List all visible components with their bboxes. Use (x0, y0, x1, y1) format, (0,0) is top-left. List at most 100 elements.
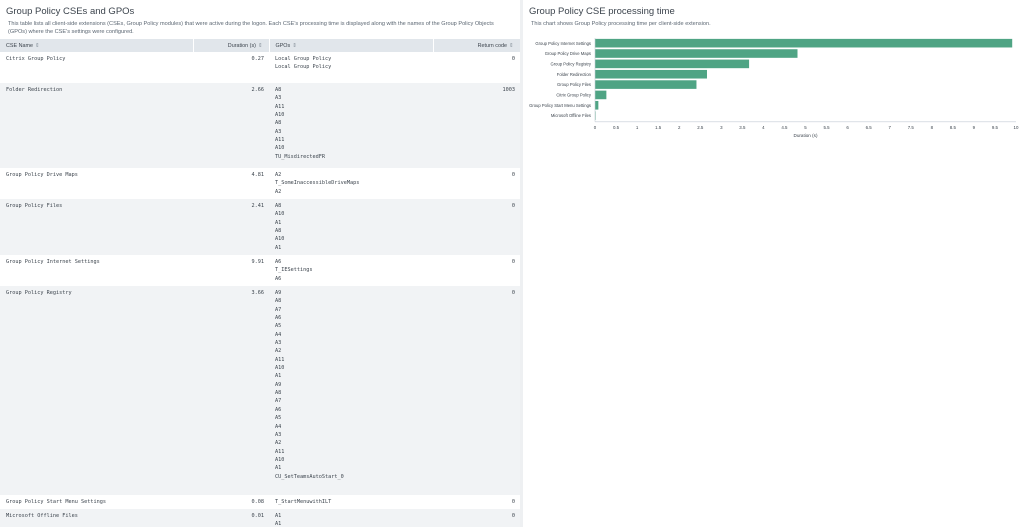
bar[interactable] (595, 59, 750, 69)
gpo-name: A2 (275, 172, 282, 178)
category-label: Group Policy Drive Maps (545, 51, 591, 56)
cse-name-cell: Microsoft Offline Files (0, 509, 193, 527)
x-tick-label: 5.5 (823, 125, 830, 130)
gpo-name: A4 (275, 331, 282, 338)
return-code-cell: 0 (433, 509, 520, 527)
x-tick-label: 2.5 (697, 125, 704, 130)
gpos-cell: A8 A10 A1 A8 A10 A1 (269, 199, 433, 255)
table-row[interactable]: Group Policy Files 2.41 A8 A10 A1 A8 A10 A1 0 (0, 199, 520, 255)
table-row[interactable]: Group Policy Internet Settings 9.91 A6 T_IE… (0, 255, 520, 286)
gpo-name: A10 (275, 456, 285, 463)
gpo-name: A10 (275, 236, 285, 243)
cse-name-cell: Folder Redirection (0, 83, 193, 168)
bar[interactable] (595, 90, 607, 100)
gpo-name: A11 (275, 137, 285, 144)
bar[interactable] (595, 49, 798, 58)
gpos-cell: A8 A3 A11 A10 A8 A3 A11 A10 TU_MisdirectedFR (269, 83, 433, 168)
return-code-cell: 0 (511, 172, 515, 178)
x-tick-label: 6 (846, 125, 849, 130)
category-label: Citrix Group Policy (556, 93, 592, 98)
x-tick-label: 7.5 (908, 125, 915, 130)
x-tick-label: 10 (1014, 125, 1019, 130)
gpo-name: A2 (275, 188, 282, 195)
x-axis-label: Duration (s) (794, 133, 818, 138)
category-label: Group Policy Internet Settings (535, 41, 591, 46)
table-row[interactable]: Group Policy Start Menu Settings 0.08 T_St… (0, 495, 520, 509)
gpo-name: A1 (275, 373, 282, 380)
gpo-name: A3 (275, 340, 282, 347)
table-row[interactable]: Group Policy Registry 3.66 A9 A8 A7 A6 A5 A4 A3 A… (0, 286, 520, 495)
x-tick-label: 4.5 (781, 125, 788, 130)
gpo-name: A6 (275, 315, 282, 322)
sort-icon[interactable]: ⇕ (257, 42, 263, 49)
cse-name-cell: Group Policy Internet Settings (6, 259, 100, 265)
gpo-name: A7 (275, 306, 282, 313)
gpo-name: A2 (275, 440, 282, 447)
bar[interactable] (595, 38, 1013, 48)
gpo-name: A8 (275, 203, 282, 209)
table-row[interactable]: Folder Redirection 2.66 A8 A3 A11 A10 A8 A3 A11 A… (0, 83, 520, 168)
gpo-name: A11 (275, 103, 285, 110)
duration-cell: 9.91 (251, 259, 265, 265)
return-code-cell: 0 (511, 56, 515, 62)
x-tick-label: 6.5 (866, 125, 873, 130)
gpo-name: T_StartMenuwithILT (275, 499, 332, 505)
gpos-cell: T_StartMenuwithILT (269, 495, 433, 509)
cse-processing-time-chart: Group Policy Internet Settings Group Poli… (529, 38, 1019, 138)
gpos-cell: A9 A8 A7 A6 A5 A4 A3 A2 A11 A10 A1 A9 A8 A7 A6 A5 A4 A3 A2… (269, 286, 433, 495)
sort-icon[interactable]: ⇕ (34, 42, 40, 49)
gpo-name: A3 (275, 431, 282, 438)
gpo-name: A11 (275, 448, 285, 455)
return-code-cell: 0 (433, 199, 520, 255)
x-tick-label: 2 (678, 125, 681, 130)
x-tick-label: 0.5 (613, 125, 620, 130)
gpo-name: A3 (275, 95, 282, 102)
duration-cell: 4.81 (251, 172, 265, 178)
gpo-name: A8 (275, 120, 282, 127)
column-header-return-code[interactable]: Return code ⇕ (433, 39, 520, 52)
gpo-name: CU_SetTeamsAutoStart_0 (275, 473, 344, 480)
sort-icon[interactable]: ⇕ (508, 42, 514, 49)
category-label: Group Policy Start Menu Settings (529, 103, 591, 108)
bar[interactable] (595, 80, 697, 89)
table-row[interactable]: Group Policy Drive Maps 4.81 A2 T_SomeInacc… (0, 168, 520, 199)
column-header-cse-name[interactable]: CSE Name ⇕ (0, 39, 194, 52)
x-tick-label: 3 (720, 125, 723, 130)
return-code-cell: 0 (511, 499, 515, 505)
bar[interactable] (595, 100, 599, 110)
x-tick-label: 1 (636, 125, 639, 130)
gpo-name: A4 (275, 423, 282, 430)
gpo-name: A1 (275, 244, 282, 251)
table-panel-description: This table lists all client-side extensi… (8, 21, 494, 35)
chart-panel-description: This chart shows Group Policy processing… (531, 21, 711, 27)
gpo-name: T_SomeInaccessibleDriveMaps (275, 180, 360, 187)
chart-panel-title: Group Policy CSE processing time (529, 6, 675, 17)
sort-icon[interactable]: ⇕ (292, 42, 297, 49)
gpo-name: A2 (275, 348, 282, 355)
gpo-name: A8 (275, 87, 282, 93)
gpo-name: Local Group Policy (275, 56, 332, 62)
gpo-name: A10 (275, 211, 285, 218)
gpo-name: A8 (275, 228, 282, 235)
table-row[interactable]: Citrix Group Policy 0.27 Local Group Polic… (0, 52, 520, 83)
x-tick-label: 8 (931, 125, 934, 130)
gpo-name: A1 (275, 521, 282, 527)
gpo-name: A3 (275, 128, 282, 135)
gpo-name: A1 (275, 465, 282, 472)
return-code-cell: 1003 (433, 83, 520, 168)
gpo-name: A11 (275, 356, 285, 363)
gpo-name: A5 (275, 415, 282, 422)
gpos-cell: A1 A1 (269, 509, 433, 527)
cse-name-cell: Group Policy Start Menu Settings (6, 499, 106, 505)
category-label: Group Policy Files (557, 82, 591, 87)
column-header-duration[interactable]: Duration (s) ⇕ (193, 39, 270, 52)
cse-name-cell: Group Policy Drive Maps (6, 172, 78, 178)
gpo-name: A6 (275, 406, 282, 413)
gpos-cell: Local Group Policy Local Group Policy (269, 52, 433, 83)
table-row[interactable]: Microsoft Offline Files 0.01 A1 A1 0 (0, 509, 520, 527)
cse-name-cell: Citrix Group Policy (6, 56, 66, 62)
gpo-name: A10 (275, 365, 285, 372)
column-header-gpos[interactable]: GPOs ⇕ (269, 39, 434, 52)
category-label: Folder Redirection (557, 72, 592, 77)
bar[interactable] (595, 69, 707, 79)
